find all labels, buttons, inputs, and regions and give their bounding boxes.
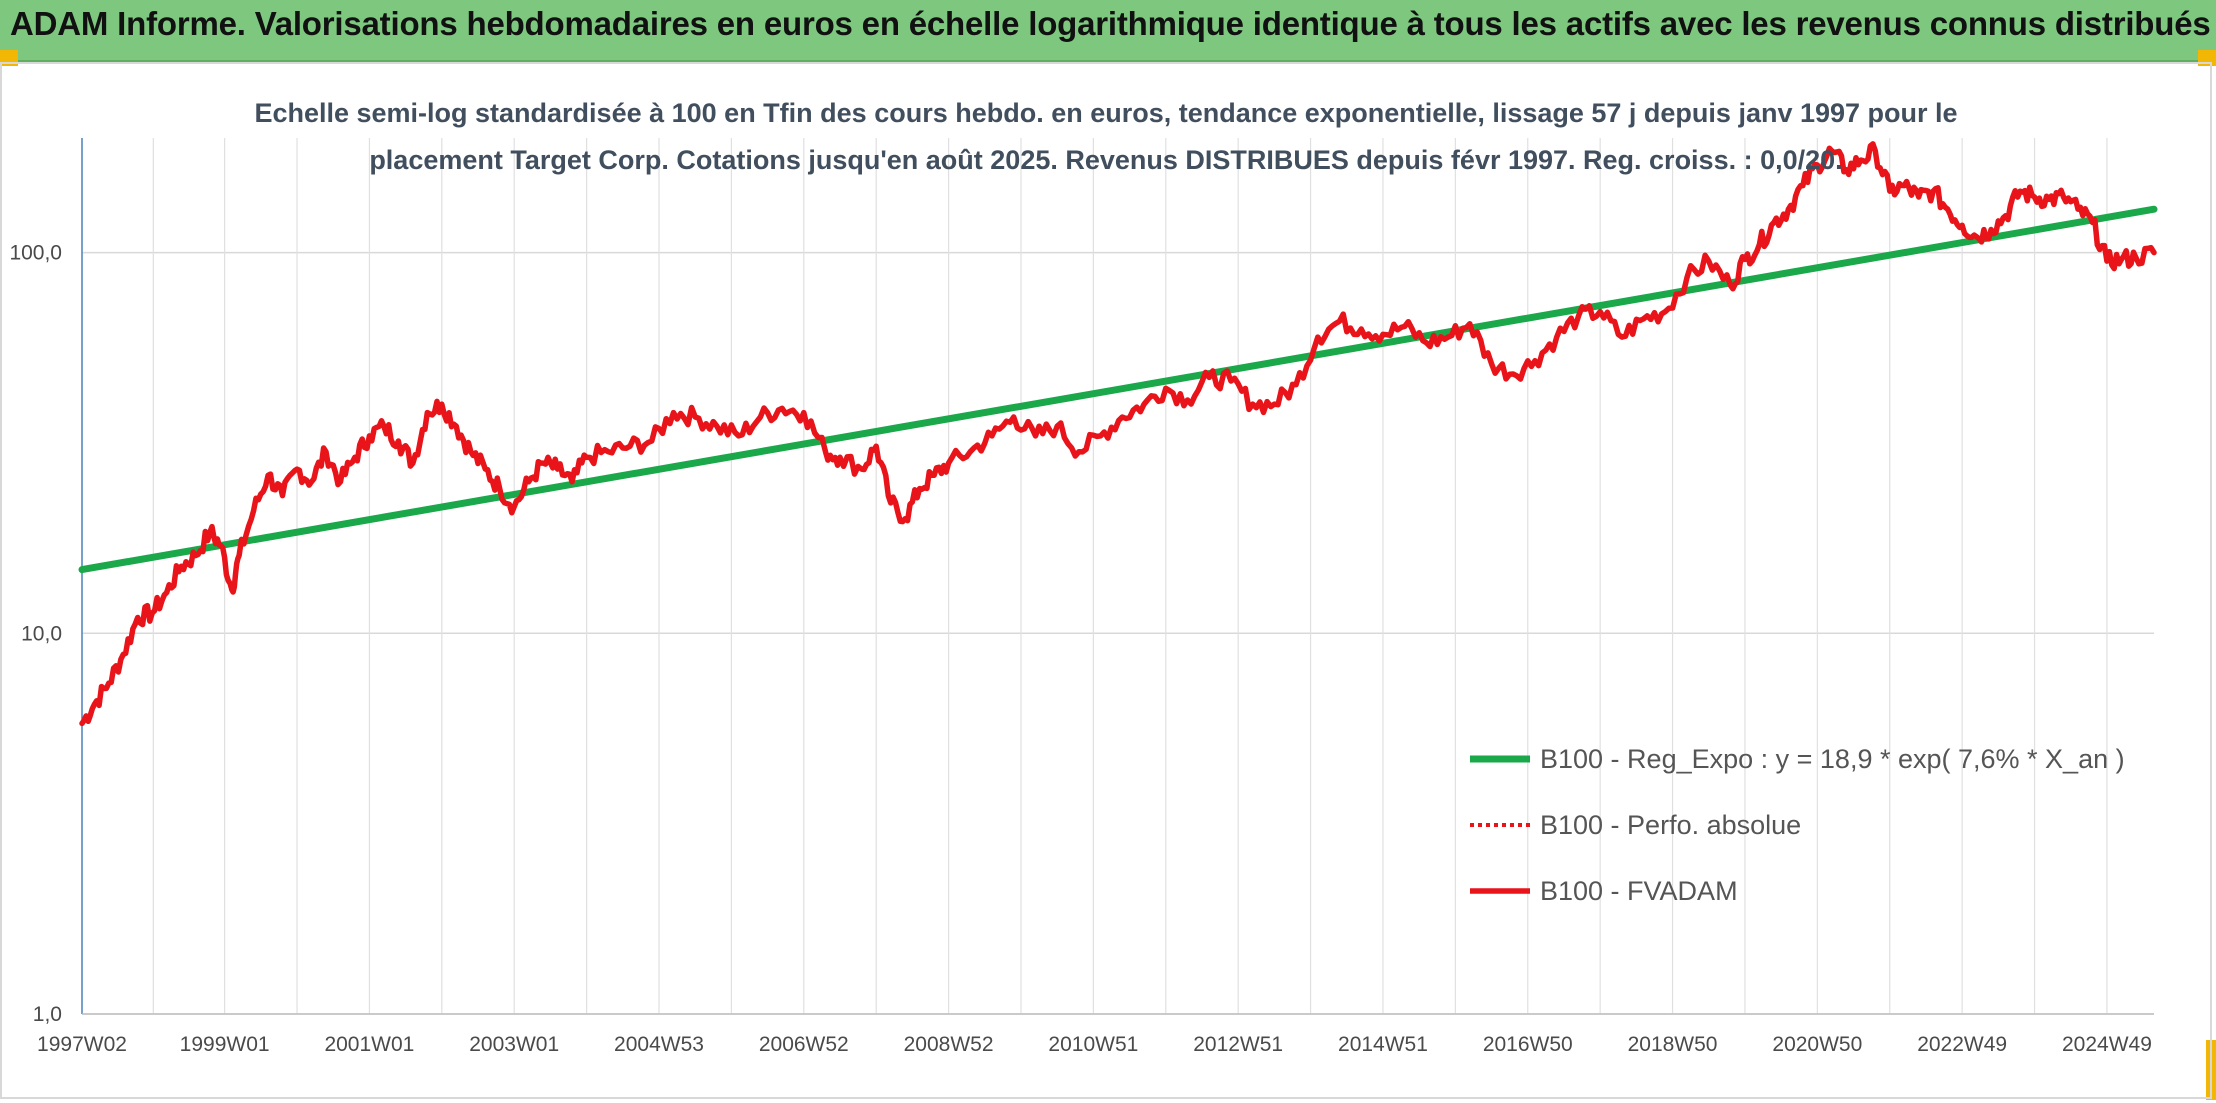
fvadam-line [79,141,2157,727]
x-tick-label: 2012W51 [1193,1033,1283,1056]
legend-label: B100 - Perfo. absolue [1540,810,1801,840]
x-tick-label: 1999W01 [180,1033,270,1056]
x-tick-label: 2020W50 [1772,1033,1862,1056]
axes [81,138,2154,1015]
x-tick-label: 2022W49 [1917,1033,2007,1056]
legend: B100 - Reg_Expo : y = 18,9 * exp( 7,6% *… [1470,744,2125,906]
x-tick-label: 2004W53 [614,1033,704,1056]
x-tick-label: 1997W02 [37,1033,127,1056]
x-tick-label: 2001W01 [324,1033,414,1056]
y-tick-label: 10,0 [21,622,62,645]
chart-subtitle-line-1: Echelle semi-log standardisée à 100 en T… [254,98,1957,128]
chart-subtitle-line-2: placement Target Corp. Cotations jusqu'e… [369,145,1842,175]
regression-line [78,205,2158,574]
x-tick-label: 2010W51 [1048,1033,1138,1056]
header-bar: ADAM Informe. Valorisations hebdomadaire… [0,0,2216,62]
x-tick-label: 2018W50 [1628,1033,1718,1056]
legend-label: B100 - FVADAM [1540,876,1738,906]
y-tick-label: 100,0 [9,242,62,265]
page-title: ADAM Informe. Valorisations hebdomadaire… [10,5,2211,42]
series-layer [78,141,2158,727]
chart-frame [0,62,2212,1099]
y-tick-label: 1,0 [33,1003,62,1026]
x-tick-label: 2008W52 [904,1033,994,1056]
legend-label: B100 - Reg_Expo : y = 18,9 * exp( 7,6% *… [1540,744,2125,774]
x-tick-label: 2024W49 [2062,1033,2152,1056]
x-tick-label: 2006W52 [759,1033,849,1056]
x-tick-label: 2003W01 [469,1033,559,1056]
tick-labels: 1,0 10,0 100,0 1997W02 1999W01 2001W01 2003W01… [9,242,2151,1056]
x-tick-label: 2016W50 [1483,1033,1573,1056]
gridlines [81,138,2154,1015]
x-tick-label: 2014W51 [1338,1033,1428,1056]
